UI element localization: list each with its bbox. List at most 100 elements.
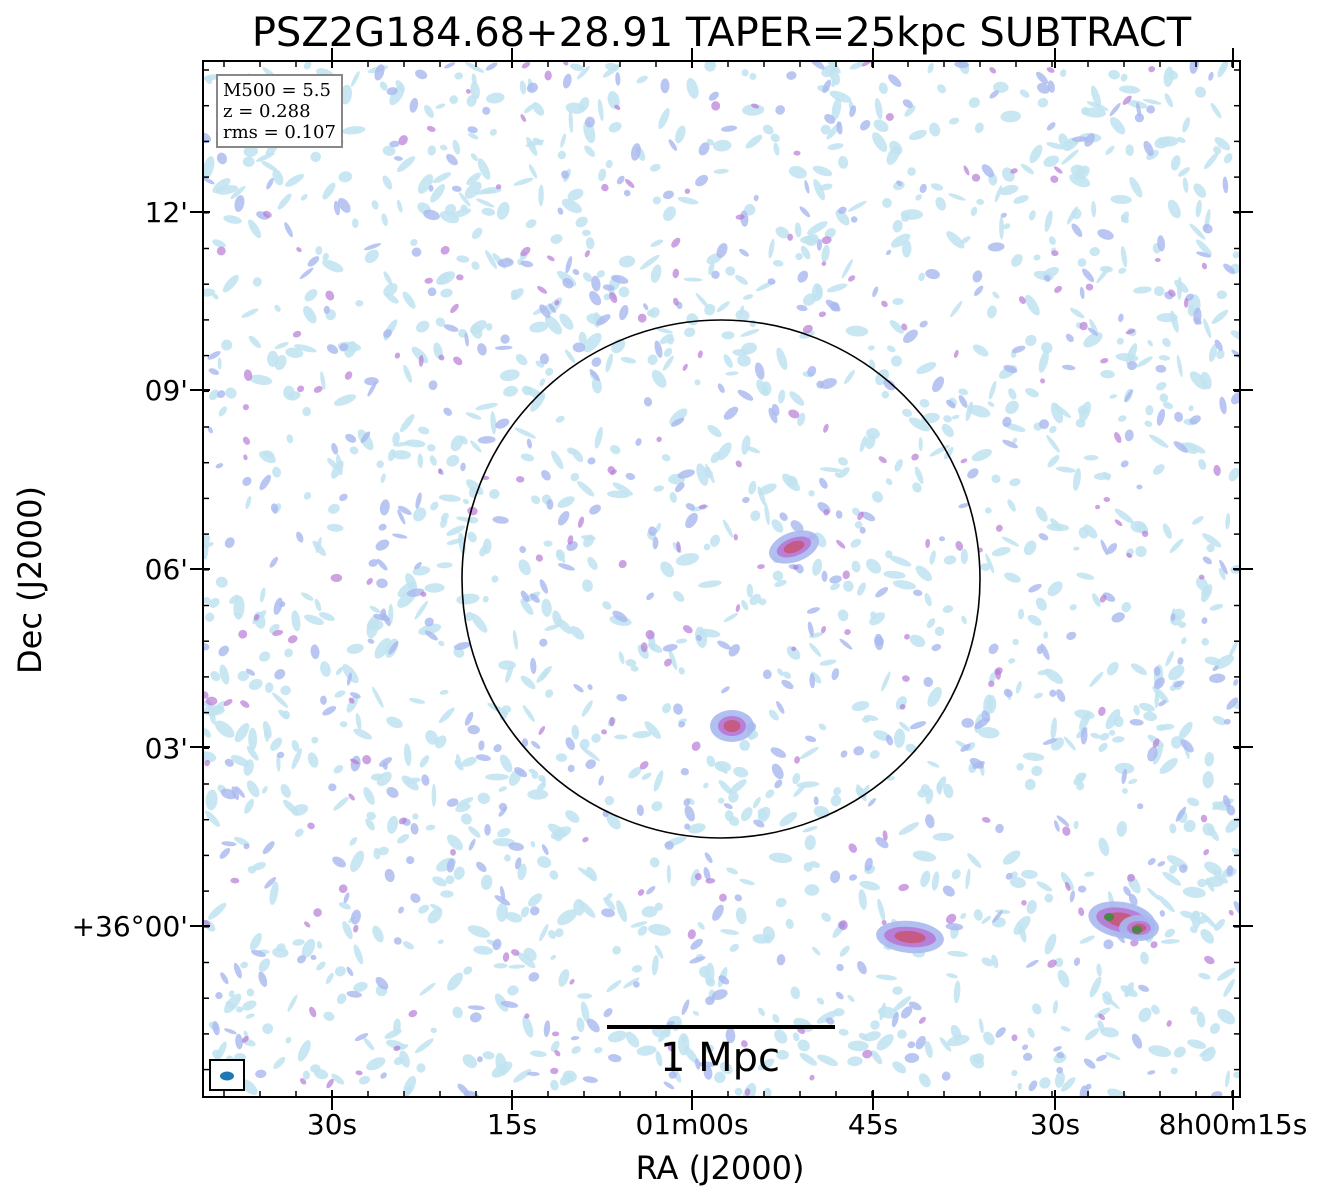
emission-blob — [1097, 229, 1114, 240]
emission-blob — [746, 583, 754, 598]
emission-blob — [875, 836, 889, 849]
emission-blob — [1089, 247, 1101, 257]
emission-blob — [816, 997, 825, 1005]
emission-blob — [209, 389, 219, 401]
emission-blob — [1214, 654, 1234, 670]
emission-blob — [813, 796, 819, 806]
emission-blob — [735, 309, 750, 322]
emission-blob — [246, 745, 259, 761]
emission-blob — [417, 174, 434, 194]
emission-blob — [1054, 1071, 1065, 1088]
emission-blob — [1073, 772, 1087, 785]
emission-blob — [449, 95, 459, 104]
emission-blob — [342, 921, 353, 940]
emission-blob — [485, 773, 509, 781]
emission-blob — [382, 175, 393, 190]
emission-blob — [887, 776, 895, 781]
emission-blob — [1121, 787, 1128, 794]
emission-blob — [530, 593, 540, 603]
emission-blob — [346, 966, 354, 977]
emission-blob — [681, 1035, 688, 1042]
emission-blob — [437, 939, 444, 945]
emission-blob — [735, 907, 747, 925]
emission-blob — [983, 1031, 995, 1046]
emission-blob — [561, 170, 569, 179]
emission-blob — [602, 601, 612, 610]
emission-blob — [740, 328, 760, 337]
emission-blob — [1151, 1004, 1160, 1015]
emission-blob — [521, 385, 532, 396]
emission-blob — [670, 417, 685, 427]
emission-blob — [792, 1032, 800, 1042]
emission-blob — [1158, 136, 1179, 147]
emission-blob — [1107, 1088, 1129, 1096]
emission-blob — [397, 833, 410, 844]
emission-blob — [1048, 236, 1056, 245]
emission-blob — [684, 823, 691, 830]
emission-blob — [954, 62, 970, 69]
emission-blob — [616, 694, 628, 702]
emission-blob — [291, 610, 301, 632]
emission-blob — [350, 71, 360, 87]
emission-blob — [1112, 736, 1125, 743]
emission-blob — [612, 610, 628, 623]
emission-blob — [881, 390, 890, 399]
emission-blob — [245, 1013, 255, 1019]
emission-blob — [583, 332, 602, 353]
emission-blob — [418, 623, 442, 636]
emission-blob — [518, 559, 531, 576]
emission-blob — [757, 486, 766, 506]
emission-blob — [758, 1007, 765, 1017]
emission-blob — [1144, 420, 1153, 427]
emission-blob — [403, 364, 413, 383]
emission-blob — [439, 144, 448, 151]
emission-blob — [662, 644, 678, 652]
emission-blob — [212, 239, 226, 248]
emission-blob — [838, 1028, 849, 1036]
emission-blob — [991, 954, 999, 969]
emission-blob — [1210, 102, 1222, 119]
emission-blob — [965, 868, 971, 890]
emission-blob — [499, 369, 520, 382]
emission-blob — [970, 206, 978, 217]
emission-blob — [935, 197, 947, 211]
emission-blob — [662, 703, 672, 714]
emission-blob — [930, 183, 944, 191]
emission-blob — [1168, 70, 1179, 80]
emission-blob — [981, 164, 994, 178]
emission-blob — [859, 526, 866, 534]
emission-blob — [815, 284, 823, 299]
emission-blob — [482, 1051, 495, 1060]
emission-blob — [503, 385, 518, 397]
emission-blob — [1205, 877, 1215, 892]
emission-blob — [259, 450, 276, 464]
emission-blob — [485, 92, 505, 104]
emission-blob — [768, 238, 775, 259]
emission-blob — [983, 694, 994, 716]
emission-blob — [453, 642, 471, 650]
emission-blob — [470, 324, 483, 339]
emission-blob — [709, 534, 721, 547]
emission-blob — [894, 459, 903, 472]
emission-blob — [526, 1071, 540, 1076]
emission-blob — [530, 1050, 547, 1057]
emission-blob — [511, 288, 524, 301]
emission-blob — [209, 597, 220, 608]
emission-blob — [1232, 251, 1239, 259]
emission-blob — [1128, 893, 1138, 906]
emission-blob — [1143, 711, 1158, 722]
emission-blob — [789, 391, 805, 406]
emission-blob — [1009, 478, 1021, 487]
emission-blob — [204, 156, 215, 180]
emission-blob — [1001, 536, 1020, 547]
emission-blob — [1027, 1027, 1035, 1038]
emission-blob — [646, 309, 655, 317]
emission-blob — [377, 846, 389, 856]
emission-blob — [1193, 317, 1202, 325]
emission-blob — [1086, 101, 1109, 111]
emission-blob — [851, 701, 870, 712]
emission-blob — [1187, 1039, 1207, 1049]
emission-blob — [1159, 393, 1169, 403]
emission-blob — [934, 626, 945, 637]
emission-blob — [960, 743, 971, 752]
